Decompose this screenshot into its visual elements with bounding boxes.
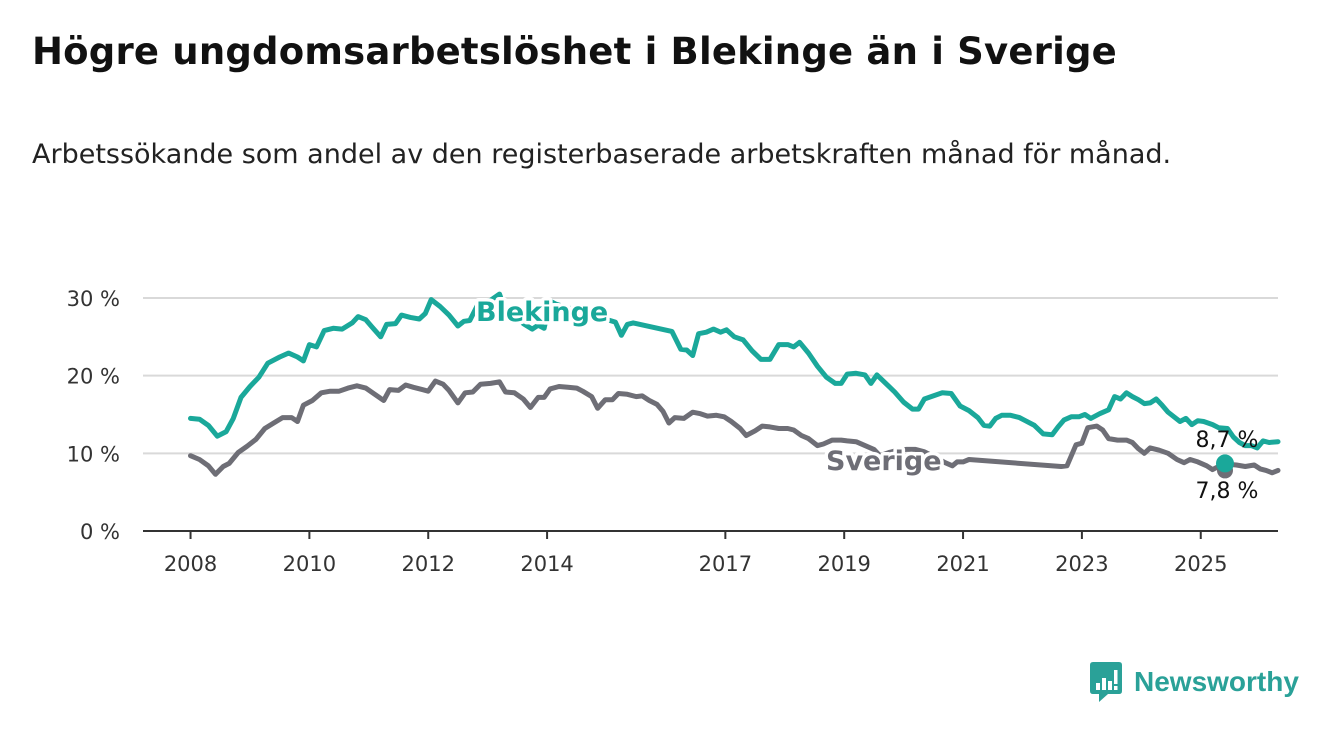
- newsworthy-logo-icon: [1090, 662, 1122, 702]
- x-tick-label: 2008: [164, 552, 217, 576]
- x-tick-label: 2025: [1174, 552, 1227, 576]
- x-tick-label: 2017: [699, 552, 752, 576]
- x-tick-label: 2021: [936, 552, 989, 576]
- series-line-blekinge: [188, 291, 1281, 451]
- chart-subtitle: Arbetssökande som andel av den registerb…: [32, 139, 1172, 170]
- series-layer: [188, 291, 1281, 479]
- x-tick-label: 2012: [402, 552, 455, 576]
- y-tick-label: 30 %: [67, 287, 120, 311]
- y-tick-label: 0 %: [80, 520, 120, 544]
- newsworthy-brand: Newsworthy: [1088, 660, 1299, 704]
- series-label-sverige: Sverige: [826, 446, 942, 477]
- series-line-sverige: [188, 378, 1281, 477]
- x-tick-label: 2010: [283, 552, 336, 576]
- y-tick-label: 20 %: [67, 365, 120, 389]
- chart-title: Högre ungdomsarbetslöshet i Blekinge än …: [32, 30, 1117, 73]
- series-label-blekinge-halo: Blekinge: [476, 297, 608, 328]
- x-tick-label: 2019: [817, 552, 870, 576]
- brand-name: Newsworthy: [1134, 666, 1299, 697]
- end-label-blekinge: 8,7 %: [1196, 428, 1259, 453]
- end-label-sverige: 7,8 %: [1196, 479, 1259, 504]
- label-layer: 0 % 10 % 20 % 30 % 2008 2010 2012 2014 2017 2019 2…: [67, 287, 1259, 576]
- end-marker-blekinge: [1216, 454, 1234, 473]
- grid-layer: [143, 297, 1278, 539]
- x-tick-label: 2023: [1055, 552, 1108, 576]
- series-label-sverige-halo: Sverige: [826, 446, 942, 477]
- series-label-blekinge: Blekinge: [476, 297, 608, 328]
- y-tick-label: 10 %: [67, 442, 120, 466]
- x-tick-label: 2014: [520, 552, 573, 576]
